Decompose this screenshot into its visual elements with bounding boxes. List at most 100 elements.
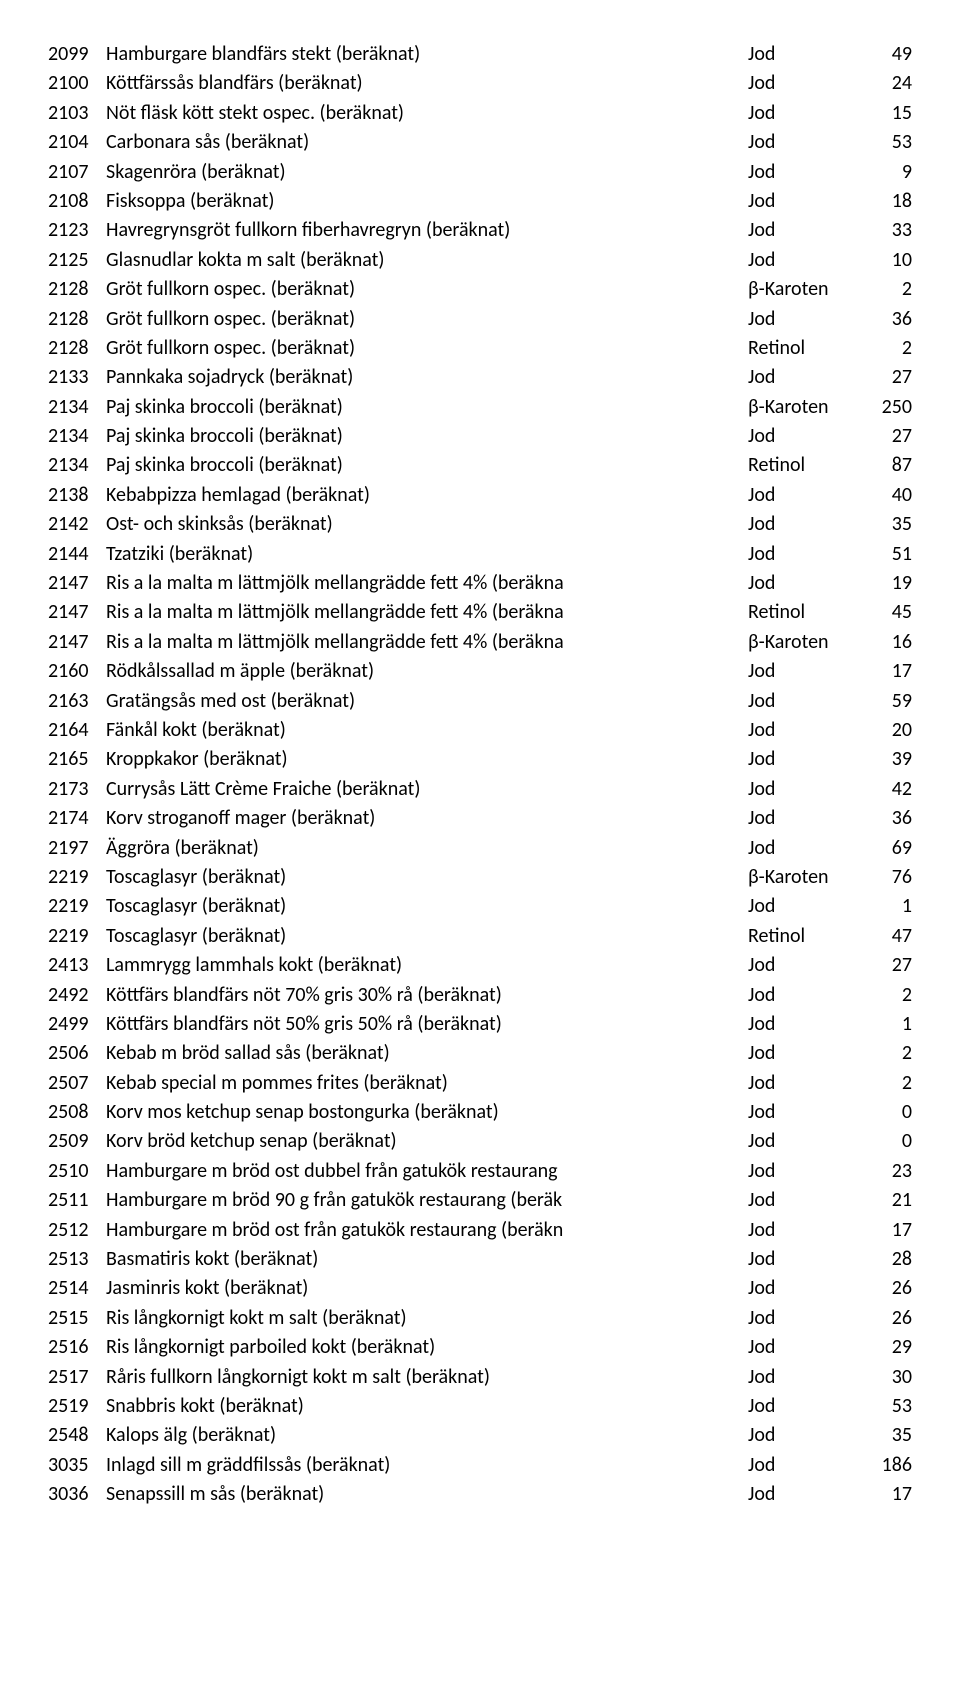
table-row: 2219Toscaglasyr (beräknat)β-Karoten76 [48,863,912,892]
table-row: 2511Hamburgare m bröd 90 g från gatukök … [48,1186,912,1215]
food-name: Paj skinka broccoli (beräknat) [106,422,347,451]
table-row: 3036Senapssill m sås (beräknat)Jod17 [48,1480,912,1509]
table-row: 2512Hamburgare m bröd ost från gatukök r… [48,1216,912,1245]
table-row: 2125Glasnudlar kokta m salt (beräknat)Jo… [48,246,912,275]
food-name: Hamburgare blandfärs stekt (beräknat) [106,40,424,69]
food-code: 3035 [48,1451,106,1480]
table-row: 2128Gröt fullkorn ospec. (beräknat)Jod36 [48,305,912,334]
food-name: Ris långkornigt parboiled kokt (beräknat… [106,1333,439,1362]
food-name: Pannkaka sojadryck (beräknat) [106,363,357,392]
food-name: Hamburgare m bröd ost från gatukök resta… [106,1216,567,1245]
nutrient-value: 0 [852,1098,912,1127]
food-name: Korv stroganoff mager (beräknat) [106,804,379,833]
food-code: 2138 [48,481,106,510]
food-name: Basmatiris kokt (beräknat) [106,1245,322,1274]
nutrient-name: Jod [748,1216,775,1245]
nutrient-name: Jod [748,1333,775,1362]
food-code: 2103 [48,99,106,128]
food-name: Ost- och skinksås (beräknat) [106,510,337,539]
table-row: 2134Paj skinka broccoli (beräknat)Retino… [48,451,912,480]
nutrient-value: 21 [852,1186,912,1215]
food-code: 2128 [48,275,106,304]
nutrient-value: 40 [852,481,912,510]
nutrient-value: 26 [852,1274,912,1303]
table-row: 2219Toscaglasyr (beräknat)Jod1 [48,892,912,921]
nutrient-name: Jod [748,99,775,128]
food-name: Nöt fläsk kött stekt ospec. (beräknat) [106,99,408,128]
food-name: Gratängsås med ost (beräknat) [106,687,359,716]
nutrient-name: Jod [748,246,775,275]
nutrient-name: Jod [748,834,775,863]
food-code: 2492 [48,981,106,1010]
nutrient-name: Jod [748,1392,775,1421]
nutrient-name: Retinol [748,451,805,480]
nutrient-name: Jod [748,1451,775,1480]
food-code: 2164 [48,716,106,745]
food-code: 2144 [48,540,106,569]
food-name: Gröt fullkorn ospec. (beräknat) [106,275,359,304]
table-row: 2144Tzatziki (beräknat)Jod51 [48,540,912,569]
nutrient-value: 35 [852,510,912,539]
nutrient-value: 0 [852,1127,912,1156]
table-row: 2164Fänkål kokt (beräknat)Jod20 [48,716,912,745]
nutrient-name: Jod [748,981,775,1010]
food-code: 2134 [48,451,106,480]
nutrient-value: 17 [852,1216,912,1245]
food-code: 2515 [48,1304,106,1333]
table-row: 2160Rödkålssallad m äpple (beräknat)Jod1… [48,657,912,686]
nutrient-name: Jod [748,1421,775,1450]
food-code: 2510 [48,1157,106,1186]
nutrient-name: Jod [748,1480,775,1509]
nutrient-name: Jod [748,40,775,69]
nutrient-value: 24 [852,69,912,98]
table-row: 2133Pannkaka sojadryck (beräknat)Jod27 [48,363,912,392]
table-row: 2219Toscaglasyr (beräknat)Retinol47 [48,922,912,951]
food-nutrient-table: 2099Hamburgare blandfärs stekt (beräknat… [48,40,912,1510]
food-name: Köttfärs blandfärs nöt 50% gris 50% rå (… [106,1010,506,1039]
food-name: Kalops älg (beräknat) [106,1421,280,1450]
table-row: 2163Gratängsås med ost (beräknat)Jod59 [48,687,912,716]
nutrient-name: Jod [748,1069,775,1098]
table-row: 2147Ris a la malta m lättmjölk mellangrä… [48,598,912,627]
nutrient-name: Jod [748,1245,775,1274]
table-row: 2138Kebabpizza hemlagad (beräknat)Jod40 [48,481,912,510]
food-name: Korv bröd ketchup senap (beräknat) [106,1127,401,1156]
table-row: 2103Nöt fläsk kött stekt ospec. (beräkna… [48,99,912,128]
nutrient-name: Jod [748,216,775,245]
nutrient-value: 36 [852,804,912,833]
nutrient-name: Jod [748,804,775,833]
food-name: Lammrygg lammhals kokt (beräknat) [106,951,406,980]
food-code: 2516 [48,1333,106,1362]
table-row: 2128Gröt fullkorn ospec. (beräknat)β-Kar… [48,275,912,304]
nutrient-value: 39 [852,745,912,774]
food-code: 2128 [48,305,106,334]
food-name: Paj skinka broccoli (beräknat) [106,393,347,422]
nutrient-name: Jod [748,187,775,216]
table-row: 2499Köttfärs blandfärs nöt 50% gris 50% … [48,1010,912,1039]
table-row: 2123Havregrynsgröt fullkorn fiberhavregr… [48,216,912,245]
table-row: 2147Ris a la malta m lättmjölk mellangrä… [48,628,912,657]
food-name: Inlagd sill m gräddfilssås (beräknat) [106,1451,394,1480]
food-code: 2197 [48,834,106,863]
nutrient-value: 186 [852,1451,912,1480]
nutrient-name: Jod [748,775,775,804]
nutrient-value: 250 [852,393,912,422]
food-name: Ris långkornigt kokt m salt (beräknat) [106,1304,411,1333]
food-name: Gröt fullkorn ospec. (beräknat) [106,305,359,334]
food-code: 2147 [48,628,106,657]
nutrient-value: 19 [852,569,912,598]
nutrient-name: Jod [748,481,775,510]
food-code: 2123 [48,216,106,245]
food-code: 2160 [48,657,106,686]
table-row: 2099Hamburgare blandfärs stekt (beräknat… [48,40,912,69]
table-row: 2517Råris fullkorn långkornigt kokt m sa… [48,1363,912,1392]
nutrient-name: Jod [748,363,775,392]
table-row: 2134Paj skinka broccoli (beräknat)Jod27 [48,422,912,451]
nutrient-name: Jod [748,1304,775,1333]
food-code: 2173 [48,775,106,804]
food-code: 2219 [48,922,106,951]
food-name: Hamburgare m bröd 90 g från gatukök rest… [106,1186,566,1215]
food-code: 2100 [48,69,106,98]
nutrient-name: Jod [748,1274,775,1303]
nutrient-name: Retinol [748,334,805,363]
